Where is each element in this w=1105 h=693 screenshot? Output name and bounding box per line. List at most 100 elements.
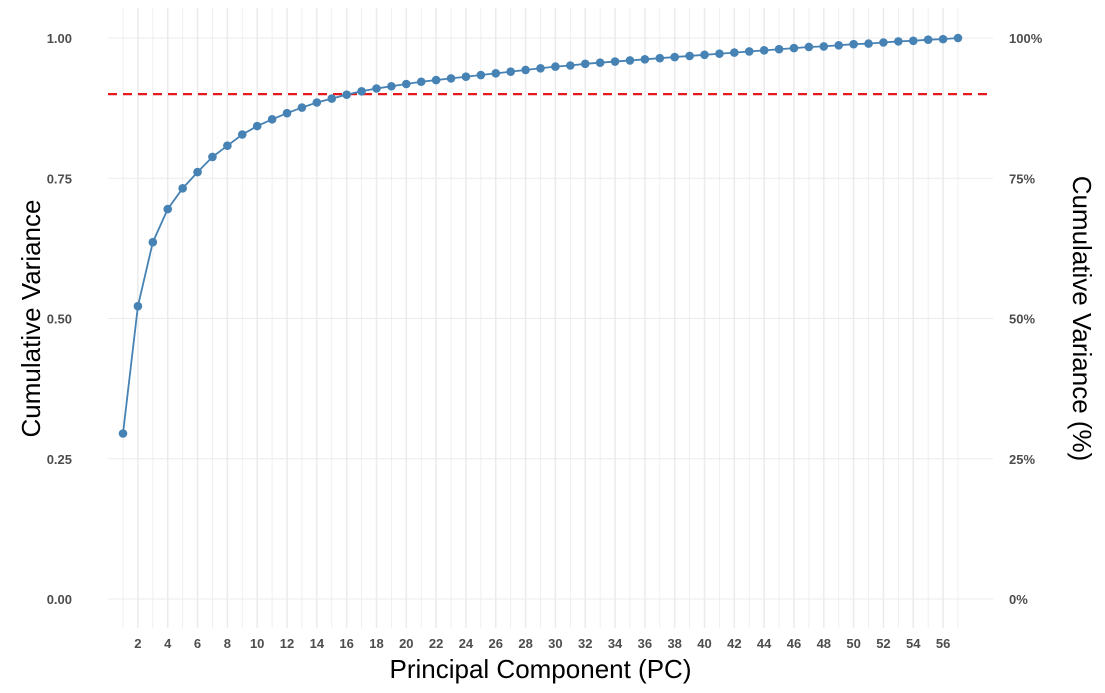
y-tick-label-left: 0.75 — [47, 171, 72, 186]
x-tick-label: 14 — [310, 636, 325, 651]
x-tick-label: 6 — [194, 636, 201, 651]
data-point — [610, 57, 620, 66]
x-tick-labels: 2 4 6 8 10 12 14 16 18 20 22 24 26 28 30 32 34 36 38 40 42 44… — [134, 636, 950, 651]
y-tick-label-right: 100% — [1009, 31, 1043, 46]
x-tick-label: 38 — [667, 636, 681, 651]
data-point — [580, 59, 590, 69]
data-point — [894, 37, 903, 46]
data-point — [133, 301, 143, 311]
data-point — [730, 48, 739, 57]
data-point — [670, 52, 679, 62]
data-point — [625, 56, 635, 65]
x-tick-label: 30 — [548, 636, 562, 651]
data-point — [267, 115, 277, 124]
y-axis-title-right: Cumulative Variance (%) — [1067, 176, 1097, 462]
data-point — [923, 35, 933, 44]
data-point — [879, 38, 888, 47]
data-point — [237, 130, 247, 139]
x-tick-label: 54 — [906, 636, 921, 651]
x-axis-title: Principal Component (PC) — [389, 654, 691, 684]
x-tick-label: 52 — [876, 636, 890, 651]
x-tick-label: 26 — [489, 636, 503, 651]
data-point — [506, 67, 515, 76]
data-point — [536, 63, 545, 73]
data-point — [416, 77, 426, 87]
data-point — [297, 103, 307, 112]
x-tick-label: 50 — [846, 636, 860, 651]
data-point — [446, 74, 456, 83]
data-point — [252, 121, 262, 131]
data-point — [715, 49, 724, 59]
x-tick-label: 8 — [224, 636, 231, 651]
y-tick-label-right: 0% — [1009, 592, 1028, 607]
data-point — [744, 47, 754, 56]
data-point — [655, 53, 665, 63]
data-point — [953, 33, 963, 43]
x-tick-label: 22 — [429, 636, 443, 651]
y-tick-labels-left: 0.00 0.25 0.50 0.75 1.00 — [47, 31, 72, 607]
data-point — [208, 152, 217, 162]
data-point — [118, 429, 128, 438]
data-point — [789, 43, 799, 53]
x-tick-label: 16 — [339, 636, 353, 651]
data-point — [595, 58, 605, 67]
data-points — [118, 33, 963, 438]
data-point — [521, 65, 530, 75]
data-point — [163, 204, 173, 214]
data-point — [223, 141, 232, 151]
data-point — [819, 42, 829, 51]
y-tick-label-right: 75% — [1009, 171, 1035, 186]
data-point — [804, 42, 814, 52]
x-tick-label: 36 — [638, 636, 652, 651]
data-point — [864, 39, 873, 48]
data-point — [282, 108, 292, 118]
data-point — [700, 50, 709, 60]
x-tick-label: 34 — [608, 636, 623, 651]
data-point — [759, 46, 769, 55]
x-tick-label: 32 — [578, 636, 592, 651]
data-point — [551, 62, 560, 71]
data-point — [178, 184, 187, 193]
grid-lines — [108, 8, 993, 628]
x-tick-label: 18 — [369, 636, 383, 651]
data-point — [312, 98, 322, 107]
y-tick-label-right: 25% — [1009, 452, 1035, 467]
data-point — [357, 86, 366, 96]
x-tick-label: 56 — [936, 636, 950, 651]
data-point — [372, 84, 381, 93]
y-tick-label-right: 50% — [1009, 312, 1035, 327]
x-tick-label: 12 — [280, 636, 294, 651]
x-tick-label: 2 — [134, 636, 141, 651]
x-tick-label: 10 — [250, 636, 264, 651]
x-tick-label: 4 — [164, 636, 172, 651]
y-tick-label-left: 0.25 — [47, 452, 72, 467]
y-tick-label-left: 1.00 — [47, 31, 72, 46]
x-tick-label: 48 — [817, 636, 831, 651]
data-point — [402, 79, 411, 89]
data-point — [849, 39, 858, 49]
x-tick-label: 24 — [459, 636, 474, 651]
y-tick-label-left: 0.00 — [47, 592, 72, 607]
data-point — [640, 55, 650, 64]
x-tick-label: 42 — [727, 636, 741, 651]
data-point — [148, 237, 158, 247]
data-point — [685, 51, 694, 61]
x-tick-label: 28 — [518, 636, 532, 651]
data-point — [774, 44, 784, 54]
data-point — [431, 75, 441, 85]
data-point — [834, 40, 844, 50]
x-tick-label: 20 — [399, 636, 413, 651]
data-point — [342, 90, 351, 99]
data-point — [193, 167, 202, 177]
data-point — [938, 34, 948, 44]
data-point — [461, 72, 471, 82]
data-point — [327, 94, 337, 103]
y-axis-title-left: Cumulative Variance — [16, 200, 46, 438]
y-tick-labels-right: 0% 25% 50% 75% 100% — [1009, 31, 1043, 607]
y-tick-label-left: 0.50 — [47, 312, 72, 327]
x-tick-label: 46 — [787, 636, 801, 651]
x-tick-label: 44 — [757, 636, 772, 651]
data-point — [491, 69, 501, 78]
data-point — [908, 36, 918, 46]
x-tick-label: 40 — [697, 636, 711, 651]
